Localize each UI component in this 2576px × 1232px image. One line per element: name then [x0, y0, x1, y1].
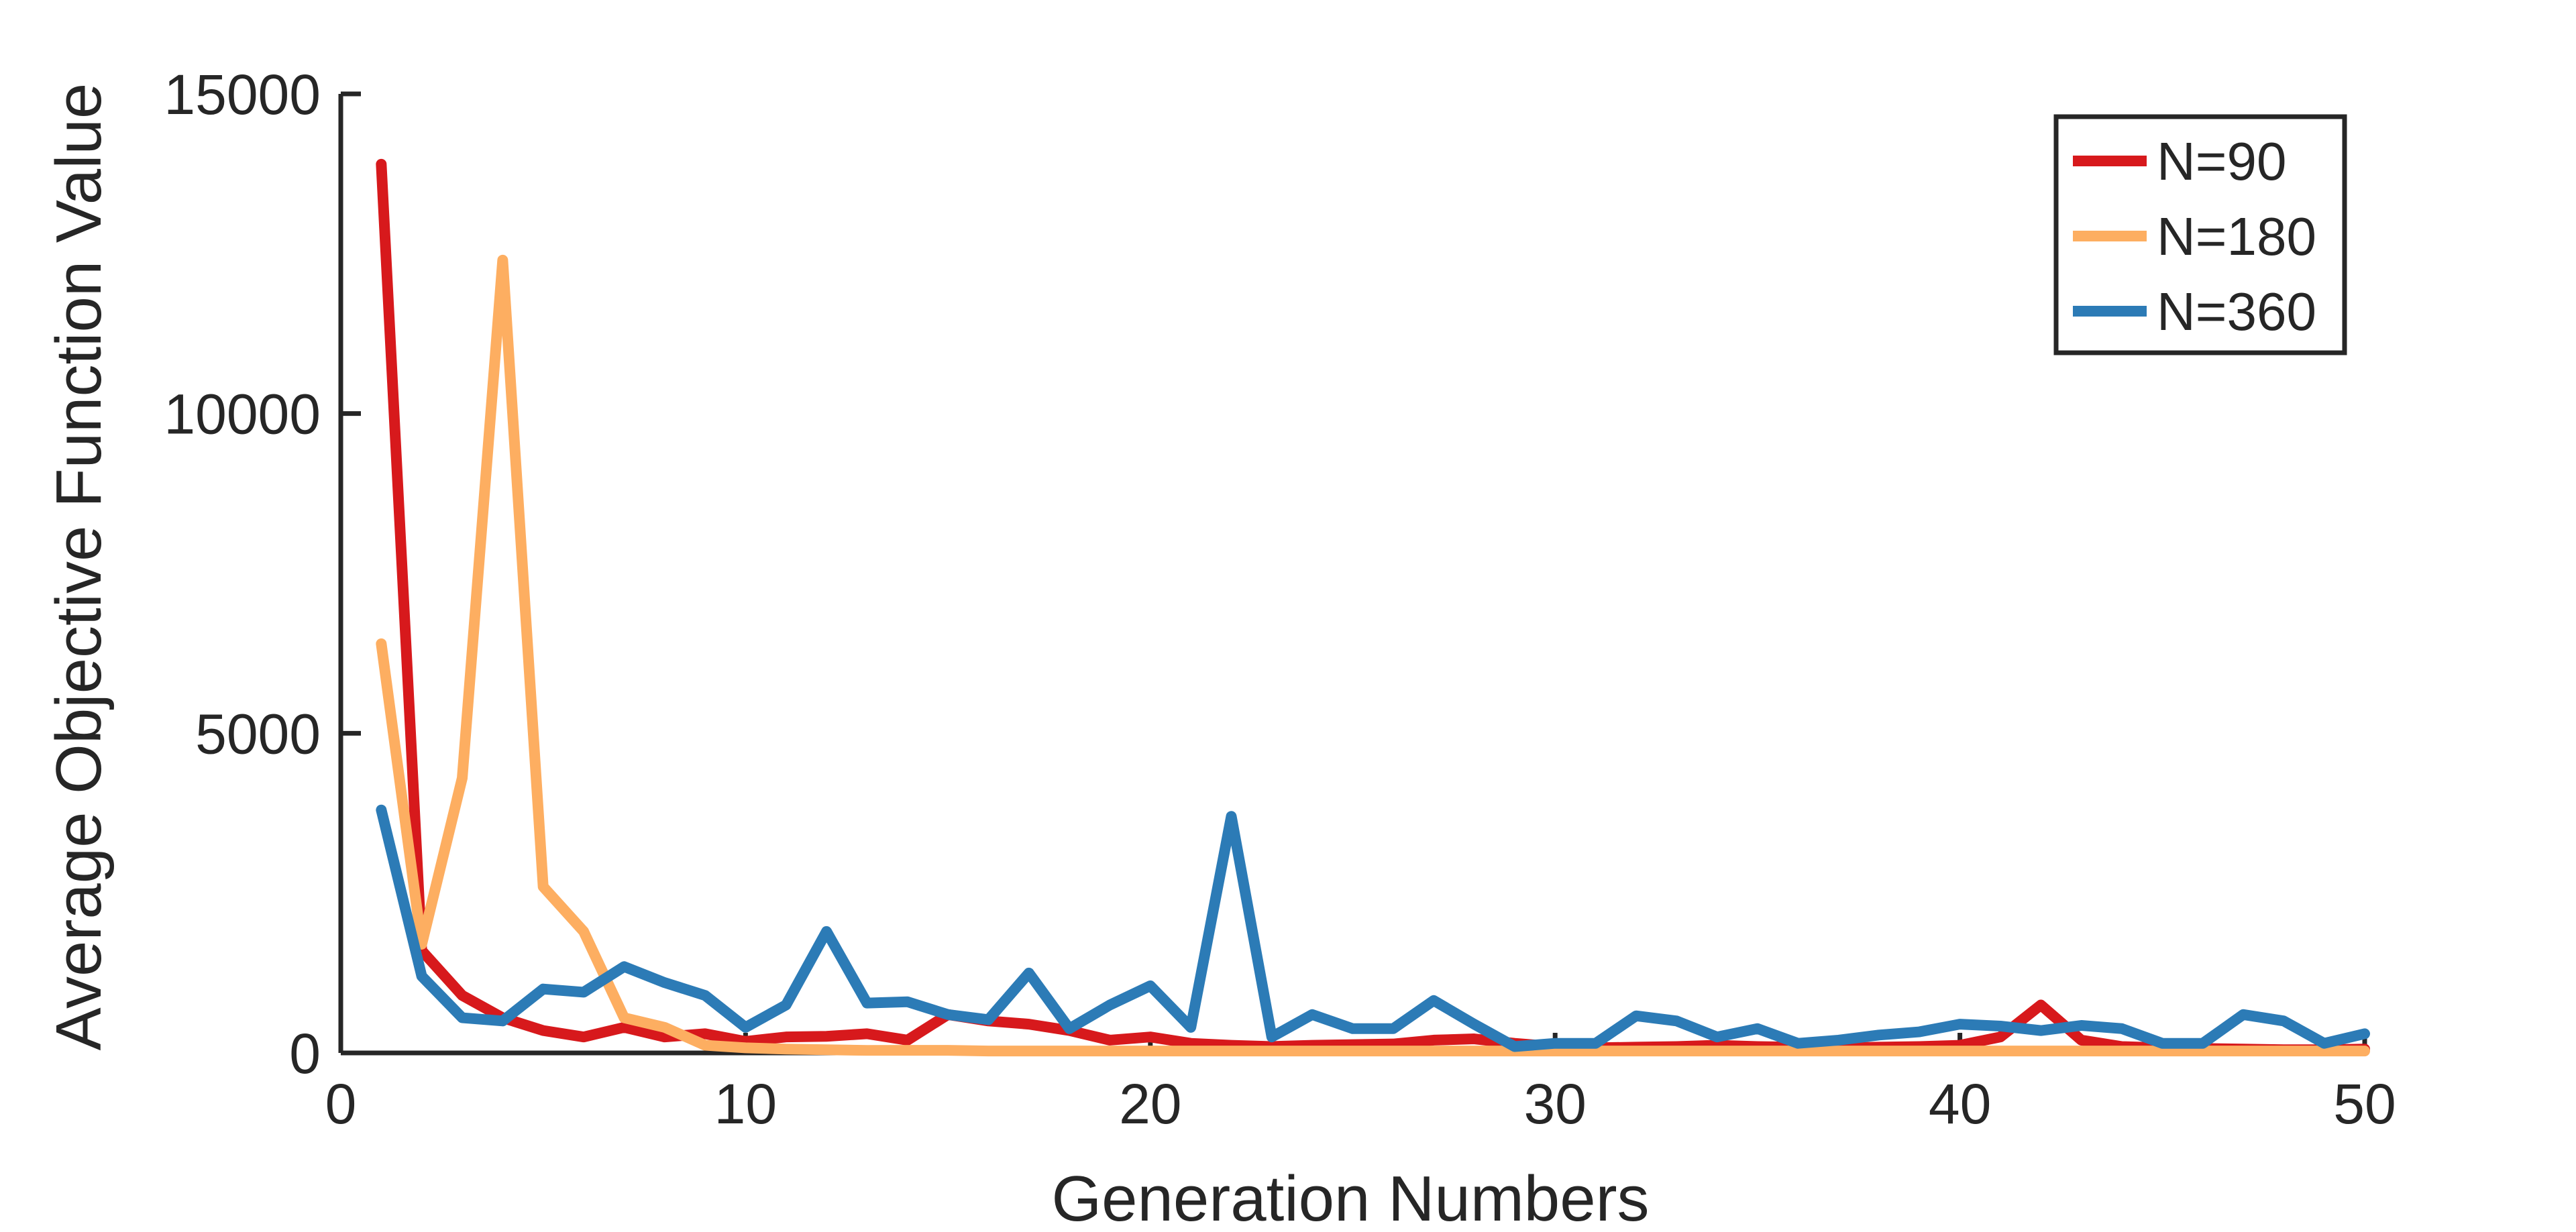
legend-entry: N=360	[2157, 282, 2316, 341]
series-line-n-360	[376, 804, 2370, 1052]
legend: N=90 N=180 N=360	[2053, 114, 2347, 355]
series-line-n-90	[376, 158, 2370, 1056]
legend-entry: N=180	[2157, 207, 2316, 266]
x-tick-label: 10	[714, 1072, 777, 1135]
series-line-n-180	[376, 254, 2370, 1057]
x-tick-label: 0	[325, 1072, 357, 1135]
x-axis-label: Generation Numbers	[1051, 1163, 1649, 1232]
x-tick-label: 40	[1929, 1072, 1991, 1135]
y-tick-label: 10000	[164, 383, 321, 446]
y-ticks: 0 5000 10000 15000	[164, 63, 361, 1085]
x-tick-label: 20	[1119, 1072, 1181, 1135]
y-tick-label: 5000	[195, 702, 321, 765]
x-tick-label: 30	[1523, 1072, 1586, 1135]
legend-entry: N=90	[2157, 131, 2286, 191]
y-tick-label: 15000	[164, 63, 321, 126]
series-lines	[376, 158, 2370, 1057]
y-axis-label: Average Objective Function Value	[43, 83, 115, 1051]
x-tick-label: 50	[2333, 1072, 2396, 1135]
y-tick-label: 0	[289, 1022, 321, 1085]
